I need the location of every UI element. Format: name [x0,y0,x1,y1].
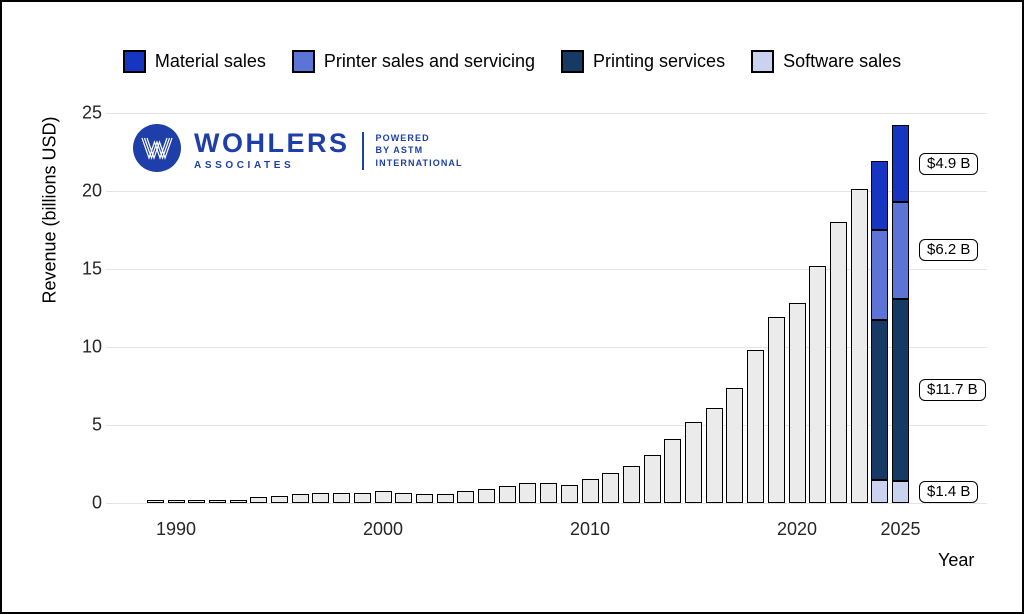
logo-divider [361,131,364,170]
bar-2001 [395,492,413,503]
tagline-line-2: BY ASTM [375,145,424,156]
bar-2025-printer_sales_and_servicing [892,201,909,299]
bar-2002 [415,493,433,503]
wohlers-logo: WOHLERS ASSOCIATES POWERED BY ASTM INTER… [132,123,463,178]
wohlers-wordmark: WOHLERS ASSOCIATES [194,128,350,172]
legend-item-printing_services: Printing services [561,50,725,73]
bar-2021 [809,265,827,503]
bar-2018 [747,350,765,503]
bar-2009 [560,485,578,503]
bar-1997 [312,492,330,503]
bar-2025-printing_services [892,298,909,482]
bar-2019 [767,317,785,503]
x-axis-title: Year [938,550,975,570]
tagline-line-1: POWERED [375,133,430,144]
bar-2006 [498,485,516,503]
wohlers-brand-text: WOHLERS [194,128,350,158]
annotation-printing_services: $11.7 B [919,378,986,401]
bar-2007 [519,482,537,503]
y-tick-0: 0 [91,492,102,513]
legend-item-material_sales: Material sales [122,50,266,73]
bar-1998 [333,492,351,503]
bar-2020 [788,303,806,503]
legend-label-material_sales: Material sales [154,51,266,71]
gridline-0 [106,503,987,504]
x-tick-2025: 2025 [880,519,921,539]
bar-2004 [457,491,475,503]
bar-1989 [146,499,164,503]
gridline-15 [106,269,987,270]
legend-swatch-material_sales [122,50,146,73]
x-tick-2000: 2000 [362,519,404,539]
bar-2003 [436,494,454,503]
annotation-printer_sales_and_servicing: $6.2 B [919,239,979,262]
wohlers-monogram-icon [132,123,182,178]
bar-1991 [188,499,206,503]
legend-swatch-printing_services [561,50,585,73]
tagline-line-3: INTERNATIONAL [375,157,463,168]
bar-2022 [829,222,847,503]
logo-tagline: POWERED BY ASTM INTERNATIONAL [376,132,463,168]
bar-2023 [850,189,868,503]
bar-2014 [664,439,682,503]
y-tick-20: 20 [81,180,102,201]
bar-1995 [271,495,288,503]
legend-swatch-printer_sales_and_servicing [291,50,315,73]
bar-2024-material_sales [871,161,889,230]
legend-label-printer_sales_and_servicing: Printer sales and servicing [323,51,536,71]
x-tick-2020: 2020 [776,519,818,539]
x-tick-1990: 1990 [155,519,197,539]
y-tick-10: 10 [81,336,102,357]
legend-label-printing_services: Printing services [593,51,726,71]
legend-item-printer_sales_and_servicing: Printer sales and servicing [291,50,536,73]
gridline-20 [106,191,987,192]
bar-2012 [622,465,640,503]
bar-2017 [726,388,744,503]
bar-2008 [540,482,558,503]
annotation-software_sales: $1.4 B [919,481,979,504]
y-tick-5: 5 [91,414,102,435]
y-tick-15: 15 [81,258,102,279]
bar-1999 [353,492,371,503]
gridline-10 [106,347,987,348]
bar-1990 [167,499,185,503]
bar-2013 [643,455,661,503]
bar-2025-software_sales [892,481,909,503]
gridline-5 [106,425,987,426]
legend-item-software_sales: Software sales [751,50,901,73]
bar-2015 [685,421,702,503]
annotation-material_sales: $4.9 B [919,152,979,175]
bar-2016 [705,407,723,503]
bar-2005 [478,488,495,503]
bar-1994 [250,496,268,503]
y-tick-25: 25 [81,102,102,123]
bar-2024-printer_sales_and_servicing [871,230,889,321]
legend-label-software_sales: Software sales [783,51,902,71]
bar-2024-printing_services [871,320,889,480]
chart-legend: Material sales Printer sales and servicin… [2,50,1022,73]
bar-2011 [602,473,620,503]
bar-1993 [229,499,247,503]
bar-2010 [581,478,599,503]
bar-1996 [291,494,309,503]
bar-2024-software_sales [871,479,889,503]
wohlers-subbrand-text: ASSOCIATES [194,160,295,171]
legend-swatch-software_sales [751,50,775,73]
gridline-25 [106,113,987,114]
bar-1992 [208,499,226,503]
x-tick-2010: 2010 [569,519,611,539]
bar-2025-material_sales [892,125,909,202]
bar-2000 [374,491,392,503]
